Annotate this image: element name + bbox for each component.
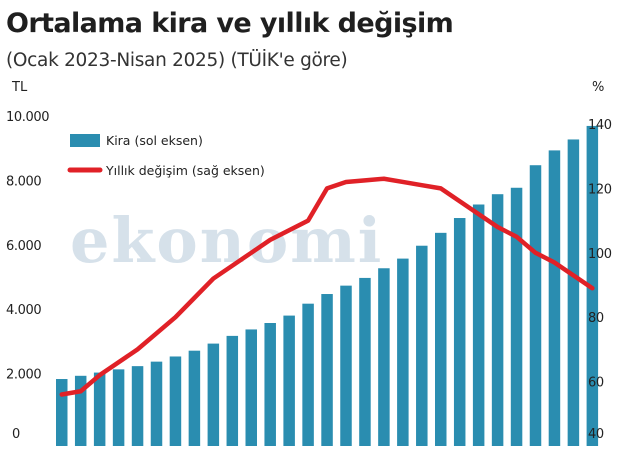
bar-11 <box>245 329 257 446</box>
legend: Kira (sol eksen) Yıllık değişim (sağ eks… <box>67 133 265 178</box>
bar-series <box>56 125 599 447</box>
bar-20 <box>416 245 428 446</box>
right-tick-label: 140 <box>588 118 612 133</box>
chart-title: Ortalama kira ve yıllık değişim <box>6 8 454 39</box>
bar-2 <box>74 375 87 446</box>
bar-8 <box>188 350 201 446</box>
bar-1 <box>56 379 68 446</box>
right-tick-label: 100 <box>588 247 612 262</box>
yearly-change-line <box>59 176 595 397</box>
left-axis-unit: TL <box>11 80 28 95</box>
bar-3 <box>93 372 106 446</box>
bar-19 <box>397 258 409 446</box>
bar-28 <box>567 139 580 446</box>
bar-17 <box>359 277 371 446</box>
bar-7 <box>169 356 182 446</box>
bar-23 <box>472 204 485 446</box>
left-tick-label: 10.000 <box>6 110 49 125</box>
right-tick-label: 120 <box>588 182 612 197</box>
left-tick-label: 0 <box>12 427 20 442</box>
right-axis-unit: % <box>592 80 604 95</box>
bar-4 <box>112 369 125 446</box>
left-axis: TL 0 2.000 4.000 6.000 8.000 10.000 <box>6 80 50 442</box>
watermark: ekonomi <box>70 204 383 277</box>
bar-12 <box>264 323 276 446</box>
bar-26 <box>529 165 542 446</box>
left-tick-label: 6.000 <box>6 239 41 254</box>
left-tick-label: 2.000 <box>6 368 41 383</box>
left-tick-label: 8.000 <box>6 174 41 189</box>
legend-label-bar: Kira (sol eksen) <box>106 133 203 148</box>
right-tick-label: 80 <box>588 311 604 326</box>
bar-27 <box>548 150 561 446</box>
right-axis: % 40 60 80 100 120 140 <box>588 80 612 442</box>
watermark-text: ekonomi <box>70 204 383 277</box>
bar-10 <box>226 335 239 446</box>
bar-16 <box>340 285 352 446</box>
line-series <box>59 176 595 397</box>
chart-subtitle: (Ocak 2023-Nisan 2025) (TÜİK'e göre) <box>6 50 348 71</box>
bar-15 <box>321 294 333 446</box>
bar-5 <box>131 366 144 446</box>
bar-9 <box>207 343 220 446</box>
legend-swatch-bar <box>70 134 100 147</box>
left-tick-label: 4.000 <box>6 303 41 318</box>
bar-18 <box>378 268 390 446</box>
bar-14 <box>302 303 314 446</box>
bar-13 <box>283 315 295 446</box>
bar-25 <box>510 187 523 446</box>
bar-24 <box>491 194 504 446</box>
right-tick-label: 40 <box>588 427 604 442</box>
bar-6 <box>150 361 163 446</box>
bar-21 <box>435 232 447 446</box>
legend-label-line: Yıllık değişim (sağ eksen) <box>105 163 265 178</box>
bar-22 <box>453 218 466 446</box>
right-tick-label: 60 <box>588 376 604 391</box>
